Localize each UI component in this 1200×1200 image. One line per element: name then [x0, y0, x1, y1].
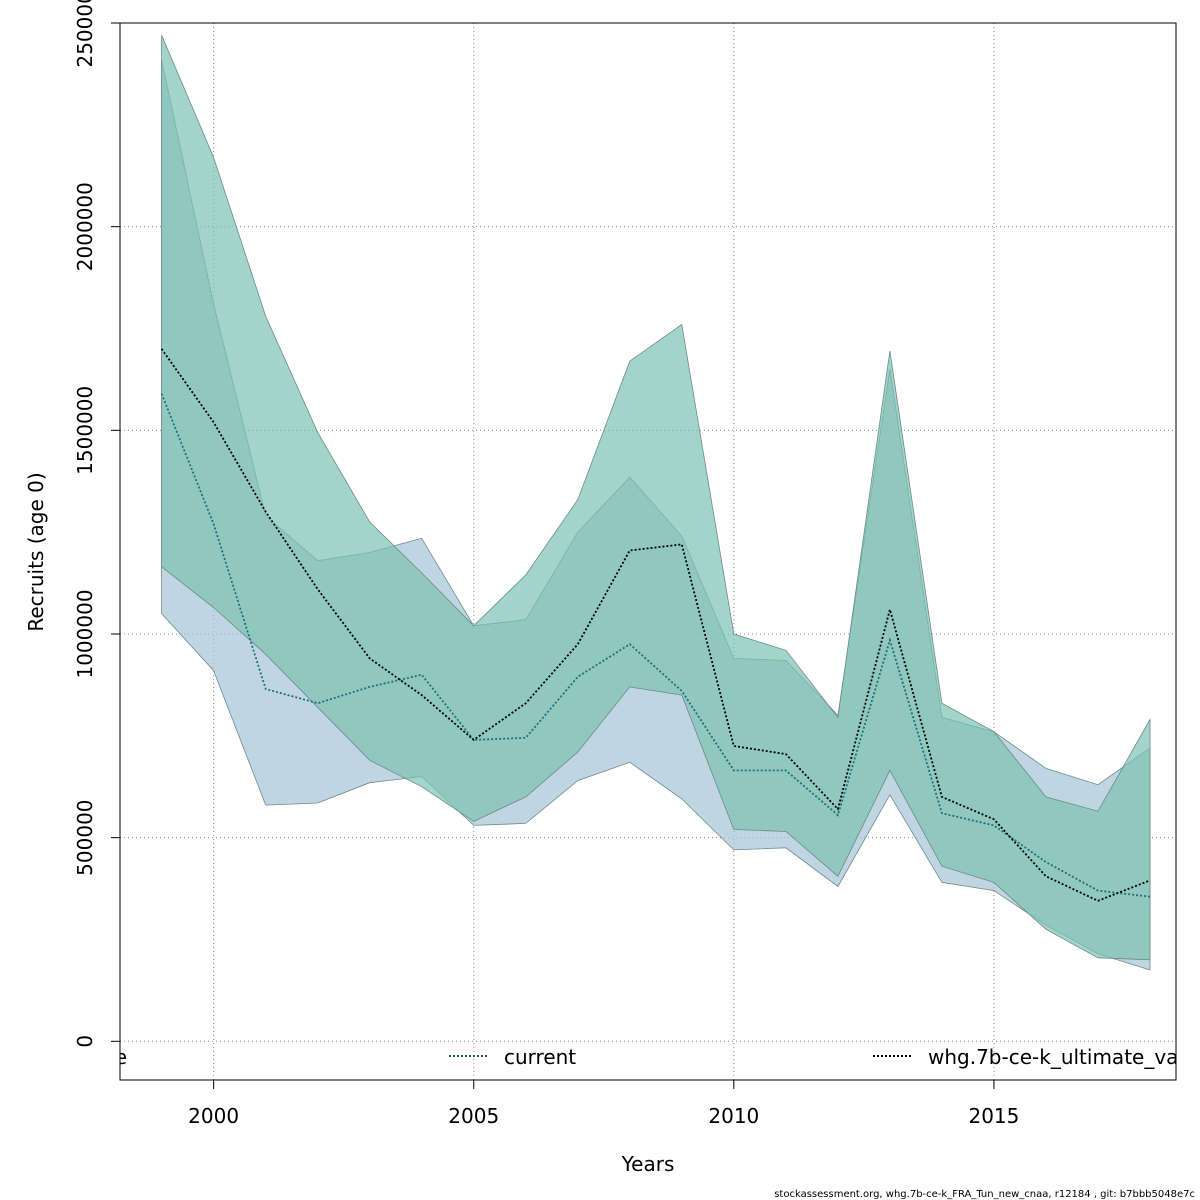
y-axis-title: Recruits (age 0)	[24, 472, 48, 631]
legend-label-2: current	[504, 1045, 576, 1069]
legend-label-3: whg.7b-ce-k_ultimate_va	[928, 1045, 1178, 1069]
confidence-bands	[161, 35, 1151, 971]
y-tick-label-1500000: 1500000	[73, 386, 97, 475]
x-tick-label-2005: 2005	[448, 1104, 499, 1128]
x-tick-label-2010: 2010	[708, 1104, 759, 1128]
series-line-1	[160, 393, 1151, 898]
y-tick-label-1000000: 1000000	[73, 589, 97, 678]
x-axis-ticks: 2000 2005 2010 2015	[188, 1080, 1019, 1128]
y-tick-label-500000: 500000	[73, 799, 97, 875]
y-axis-ticks: 0 500000 1000000 1500000 2000000 2500000	[73, 0, 120, 1048]
legend-label-1: e	[115, 1045, 127, 1069]
confidence-band-2	[161, 35, 1151, 961]
x-tick-label-2015: 2015	[968, 1104, 1019, 1128]
plot-frame	[119, 22, 1177, 1081]
series-lines	[160, 348, 1151, 902]
y-tick-label-2000000: 2000000	[73, 182, 97, 271]
x-tick-label-2000: 2000	[188, 1104, 239, 1128]
footer-note: stockassessment.org, whg.7b-ce-k_FRA_Tun…	[774, 1189, 1195, 1200]
y-tick-label-0: 0	[73, 1035, 97, 1048]
y-tick-label-2500000: 2500000	[73, 0, 97, 68]
x-axis-title: Years	[621, 1152, 675, 1176]
series-line-2	[160, 348, 1151, 902]
legend: e current whg.7b-ce-k_ultimate_va	[115, 1045, 1178, 1069]
